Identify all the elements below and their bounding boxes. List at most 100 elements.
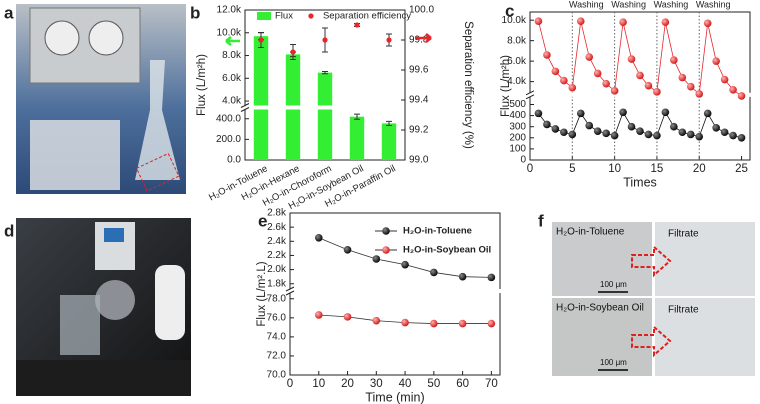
point [729, 85, 737, 94]
point [458, 272, 467, 281]
legend-swatch [382, 246, 390, 254]
point [670, 56, 678, 64]
x-tick-label: 10 [608, 163, 621, 175]
point [430, 268, 438, 277]
point [627, 55, 636, 63]
point [678, 73, 687, 82]
point [593, 127, 602, 135]
plot-frame [289, 212, 501, 376]
point [695, 90, 704, 98]
y-tick-label: 10.0k [502, 15, 527, 26]
line [538, 21, 742, 97]
y-tick-label: 400 [509, 110, 526, 121]
bar [317, 72, 333, 160]
photo-d [16, 218, 191, 396]
point [661, 108, 670, 117]
point [372, 316, 381, 325]
point [290, 49, 296, 55]
point [695, 132, 704, 141]
arrow [415, 33, 432, 43]
y-tick-label: 8.0k [222, 50, 242, 61]
y2-tick-label: 99.2 [409, 125, 429, 136]
point [543, 51, 551, 59]
point [686, 130, 695, 139]
point [343, 245, 352, 254]
y-tick-label: 2.8k [267, 208, 287, 219]
axis-break [241, 105, 404, 110]
y-tick-label: 6.0k [222, 73, 242, 84]
point [314, 233, 323, 242]
point [576, 109, 585, 118]
x-tick-label: 20 [341, 378, 354, 390]
point [610, 131, 619, 140]
y-tick-label: 100 [509, 144, 526, 155]
point [401, 260, 409, 269]
annotation: Washing [654, 0, 689, 9]
x-tick-label: 15 [651, 163, 664, 175]
x-tick-label: 0 [527, 163, 533, 175]
point [585, 53, 594, 61]
point [568, 130, 577, 139]
x-tick-label: 0 [287, 378, 293, 390]
point [543, 120, 551, 129]
micrograph-label: Filtrate [668, 229, 699, 240]
micrograph-label: H₂O-in-Soybean Oil [556, 303, 644, 314]
point [729, 131, 737, 140]
y-tick-label: 500 [509, 99, 526, 110]
panel-label: f [538, 211, 544, 230]
point [534, 17, 543, 26]
point [560, 76, 568, 85]
y-tick-label: 4.0k [507, 76, 527, 87]
legend-label: H₂O-in-Toluene [403, 226, 472, 237]
point [602, 129, 610, 138]
point [258, 37, 264, 43]
y-tick-label: 8.0k [507, 35, 527, 46]
point [354, 22, 360, 28]
y2-tick-label: 99.4 [409, 95, 429, 106]
point [653, 88, 661, 96]
legend-swatch [308, 13, 314, 19]
point [712, 57, 720, 65]
y-tick-label: 2.0k [267, 264, 287, 275]
annotation: Washing [696, 0, 731, 9]
y-tick-label: 72.0 [267, 351, 287, 362]
point [661, 18, 670, 27]
y-tick-label: 78.0 [267, 293, 287, 304]
y-tick-label: 10.0k [217, 27, 242, 38]
point [487, 319, 496, 328]
x-tick-label: 70 [485, 378, 498, 390]
y2-tick-label: 99.0 [409, 155, 429, 166]
x-tick-label: 40 [399, 378, 412, 390]
y-tick-label: 6.0k [507, 56, 527, 67]
axis-break [526, 92, 754, 97]
point [653, 131, 661, 140]
point [487, 273, 496, 282]
x-tick-label: 5 [569, 163, 575, 175]
legend-swatch [382, 227, 390, 235]
point [686, 82, 695, 91]
point [703, 19, 712, 28]
legend-swatch [257, 12, 271, 20]
legend-label: H₂O-in-Soybean Oil [403, 245, 491, 256]
point [627, 122, 636, 131]
y-tick-label: 400.0 [216, 113, 241, 124]
point [610, 87, 619, 95]
point [593, 69, 602, 78]
point [568, 83, 577, 92]
point [644, 81, 653, 90]
point [619, 18, 627, 27]
photo-f [552, 222, 755, 376]
panel-label: c [505, 1, 514, 20]
annotation: Washing [611, 0, 646, 9]
y-tick-label: 0.0 [227, 155, 241, 166]
panel-label: b [190, 3, 200, 22]
plot-frame [529, 11, 751, 161]
y-tick-label: 200.0 [216, 134, 241, 145]
point [430, 319, 438, 328]
x-tick-label: 25 [735, 163, 748, 175]
point [720, 128, 729, 137]
photo-a [16, 4, 186, 194]
point [636, 71, 644, 80]
bar [349, 116, 365, 160]
